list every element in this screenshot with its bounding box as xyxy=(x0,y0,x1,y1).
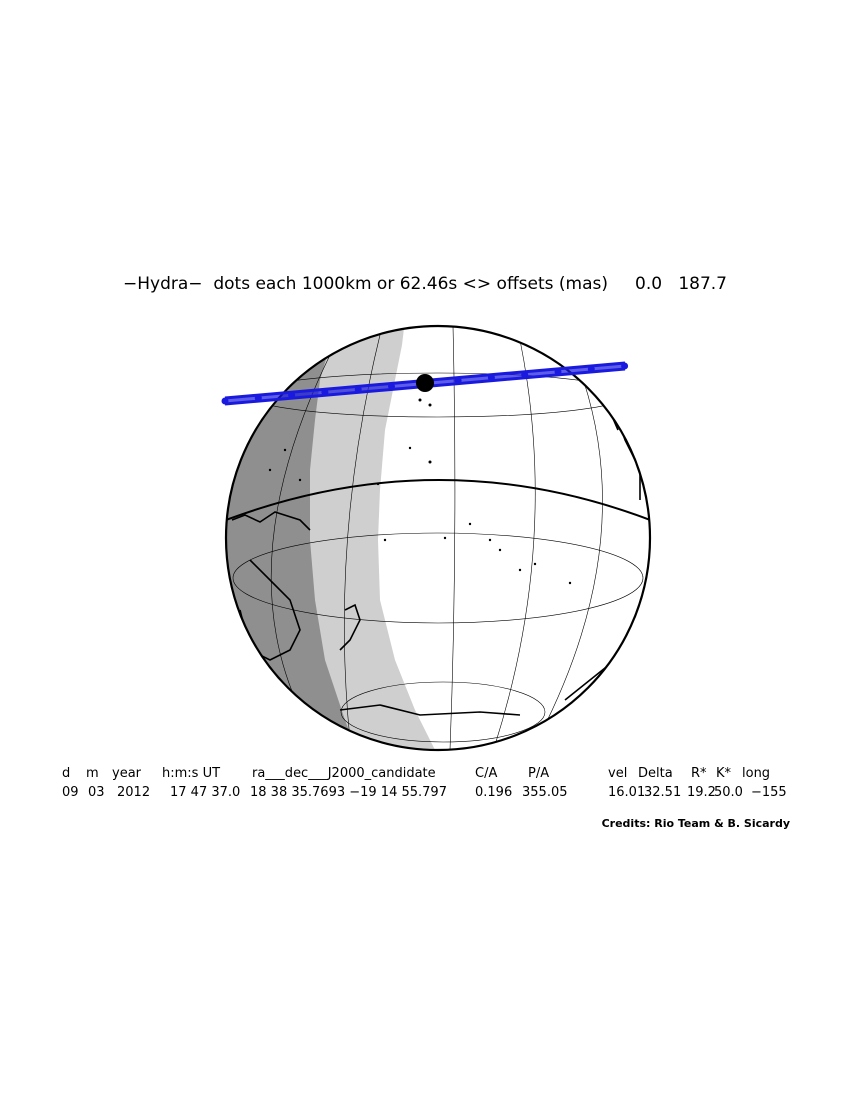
offset-dec: 187.7 xyxy=(678,274,727,294)
table-header: P/A xyxy=(528,766,550,781)
table-value: 17 47 37.0 xyxy=(170,785,241,800)
track-dot xyxy=(487,374,495,382)
table-value: 03 xyxy=(88,785,105,800)
table-value: 50.0 xyxy=(714,785,743,800)
track-dot xyxy=(454,377,462,385)
table-value: 18 38 35.7693 −19 14 55.797 xyxy=(250,785,447,800)
equator xyxy=(226,479,650,521)
track-dot xyxy=(288,391,296,399)
object-name: −Hydra− xyxy=(123,274,203,294)
track-dot xyxy=(221,397,229,405)
table-value: 0.196 xyxy=(475,785,513,800)
table-header: d xyxy=(62,766,71,781)
track-dot xyxy=(354,385,362,393)
track-dot xyxy=(521,371,529,379)
table-header: K* xyxy=(716,766,732,781)
table-value: 355.05 xyxy=(522,785,568,800)
offset-ra: 0.0 xyxy=(635,274,663,294)
table-value: 32.51 xyxy=(644,785,682,800)
table-value: 2012 xyxy=(117,785,151,800)
table-header: h:m:s UT xyxy=(162,766,221,781)
map-title: −Hydra− dots each 1000km or 62.46s <> of… xyxy=(0,274,850,294)
title-description: dots each 1000km or 62.46s <> offsets (m… xyxy=(213,274,609,294)
table-value: −155 xyxy=(751,785,787,800)
islands xyxy=(268,398,572,585)
table-header: year xyxy=(112,766,142,781)
track-dot xyxy=(254,394,262,402)
track-dot xyxy=(321,388,329,396)
table-header: Delta xyxy=(638,766,673,781)
table-header: m xyxy=(86,766,99,781)
track-dot xyxy=(621,362,629,370)
table-header: vel xyxy=(608,766,628,781)
table-value: 16.01 xyxy=(608,785,646,800)
track-dot xyxy=(388,382,395,390)
closest-approach-marker xyxy=(416,374,434,392)
globe-outline xyxy=(224,324,652,752)
track-dot xyxy=(587,365,595,373)
credits: Credits: Rio Team & B. Sicardy xyxy=(601,817,790,830)
table-header: R* xyxy=(691,766,707,781)
table-header: long xyxy=(742,766,771,781)
table-value: 19.2 xyxy=(687,785,716,800)
table-header: ra___dec___J2000_candidate xyxy=(252,766,436,781)
occultation-track xyxy=(221,361,629,406)
table-value: 09 xyxy=(62,785,79,800)
track-dot xyxy=(554,368,562,376)
table-header: C/A xyxy=(475,766,498,781)
